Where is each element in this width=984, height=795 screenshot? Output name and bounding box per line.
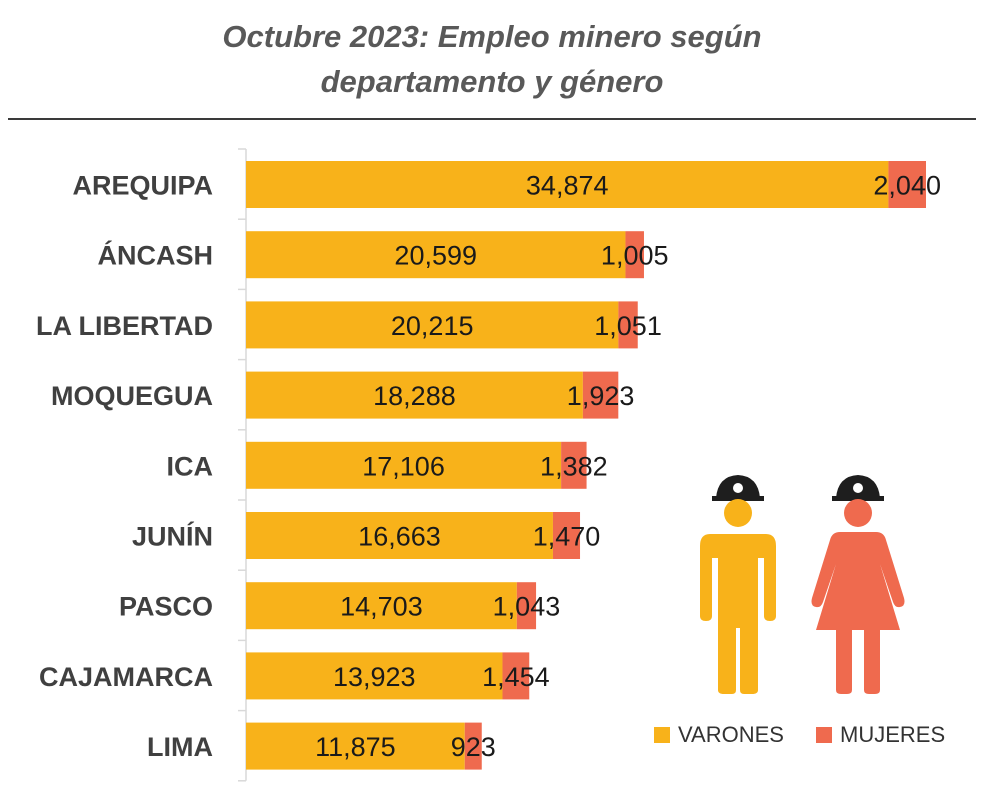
category-label: PASCO [119, 592, 213, 622]
legend-mujeres: MUJERES [816, 722, 945, 748]
bar-mujeres [561, 441, 587, 489]
bar-varones [246, 371, 583, 419]
bar-mujeres [625, 231, 644, 279]
value-label-varones: 11,875 [315, 732, 396, 762]
legend-swatch-mujeres [816, 727, 832, 743]
legend-label-mujeres: MUJERES [840, 722, 946, 747]
value-label-mujeres: 1,382 [540, 451, 608, 481]
bar-mujeres [618, 301, 638, 349]
bar-mujeres [582, 371, 619, 419]
value-label-mujeres: 1,454 [482, 662, 550, 692]
bar-mujeres [502, 652, 530, 700]
male-miner-icon [700, 475, 776, 694]
value-label-mujeres: 1,923 [567, 381, 635, 411]
value-label-varones: 17,106 [362, 451, 445, 481]
bar-varones [246, 722, 465, 770]
value-label-varones: 20,599 [394, 241, 477, 271]
bar-varones [246, 512, 553, 559]
bar-varones [246, 582, 517, 630]
bar-mujeres [516, 582, 537, 630]
category-label: LIMA [147, 732, 213, 762]
bar-mujeres [552, 512, 581, 559]
legend-swatch-varones [654, 727, 670, 743]
category-label: CAJAMARCA [39, 662, 213, 692]
value-label-mujeres: 923 [451, 732, 496, 762]
value-label-varones: 13,923 [333, 662, 416, 692]
title-divider [8, 118, 976, 120]
value-label-mujeres: 1,470 [533, 522, 601, 552]
legend-varones: VARONES [654, 722, 784, 748]
category-label: LA LIBERTAD [36, 311, 213, 341]
value-label-mujeres: 1,043 [493, 592, 561, 622]
legend-label-varones: VARONES [678, 722, 784, 747]
chart-title: Octubre 2023: Empleo minero según depart… [0, 14, 984, 104]
category-label: JUNÍN [132, 521, 213, 552]
bar-mujeres [464, 722, 482, 770]
bar-mujeres [888, 161, 926, 208]
value-label-varones: 14,703 [340, 592, 423, 622]
value-label-varones: 34,874 [526, 171, 609, 201]
value-label-varones: 16,663 [358, 522, 441, 552]
bar-varones [246, 161, 889, 208]
category-label: AREQUIPA [72, 171, 213, 201]
value-label-mujeres: 2,040 [873, 171, 941, 201]
bar-varones [246, 441, 562, 489]
value-label-mujeres: 1,051 [594, 311, 662, 341]
category-label: ÁNCASH [97, 240, 213, 271]
category-label: MOQUEGUA [51, 381, 213, 411]
chart-title-line-1: Octubre 2023: Empleo minero según [222, 19, 762, 54]
value-label-mujeres: 1,005 [601, 241, 669, 271]
female-miner-icon [811, 475, 905, 694]
category-label: ICA [167, 451, 214, 481]
value-label-varones: 18,288 [373, 381, 456, 411]
bar-varones [246, 301, 619, 349]
bar-varones [246, 231, 626, 279]
value-label-varones: 20,215 [391, 311, 474, 341]
chart-title-line-2: departamento y género [320, 64, 664, 99]
bar-varones [246, 652, 503, 700]
